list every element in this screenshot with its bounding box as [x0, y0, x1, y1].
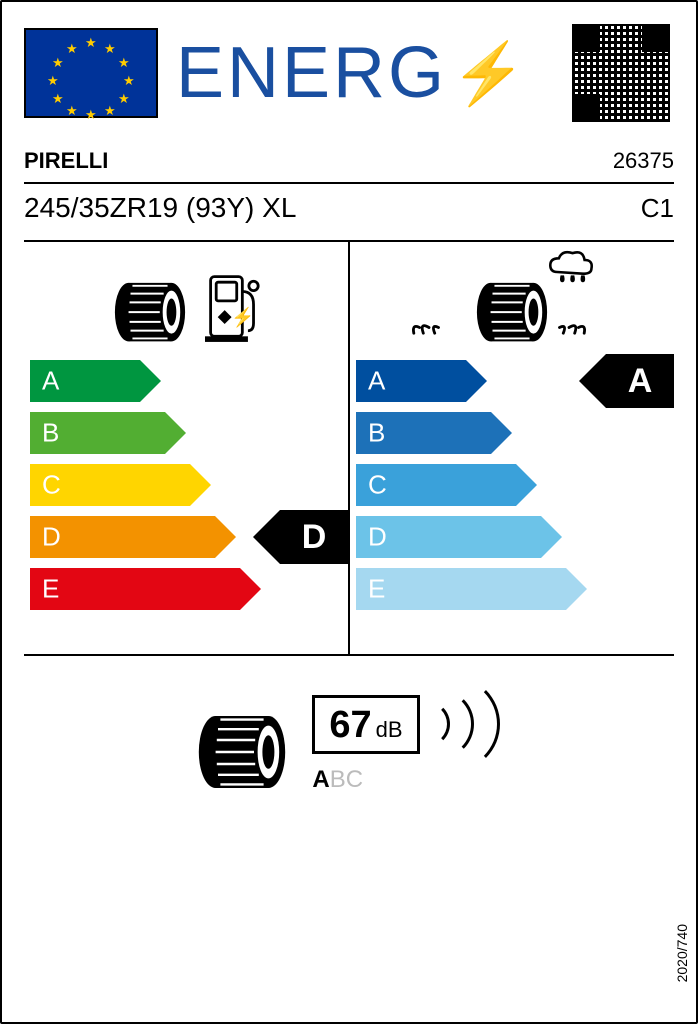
wet-icon-row	[356, 256, 668, 346]
fuel-bar: E	[30, 568, 342, 610]
fuel-pump-icon: ◆ ⚡	[205, 271, 261, 346]
fuel-selected-indicator: D	[280, 510, 348, 564]
wet-bar-letter: D	[368, 522, 387, 553]
wet-bar: B	[356, 412, 668, 454]
lightning-icon: ⚡	[451, 38, 526, 109]
tire-icon	[111, 278, 189, 346]
fuel-bar: C	[30, 464, 342, 506]
splash-icon	[550, 318, 588, 337]
eu-flag: ★ ★ ★ ★ ★ ★ ★ ★ ★ ★ ★ ★	[24, 28, 158, 118]
qr-code-icon	[568, 20, 674, 126]
header: ★ ★ ★ ★ ★ ★ ★ ★ ★ ★ ★ ★ ENERG ⚡	[24, 20, 674, 126]
fuel-efficiency-column: ◆ ⚡ ABCDED	[24, 242, 350, 654]
fuel-bar: A	[30, 360, 342, 402]
energy-heading: ENERG ⚡	[176, 32, 550, 114]
noise-class: ABC	[312, 766, 363, 794]
brand-row: PIRELLI 26375	[24, 140, 674, 184]
fuel-rating-bars: ABCDED	[30, 360, 342, 610]
wet-bar-shape	[356, 568, 566, 610]
noise-class-selected: A	[312, 766, 329, 793]
wet-bar: E	[356, 568, 668, 610]
regulation-number: 2020/740	[674, 924, 690, 982]
fuel-bar-shape	[30, 568, 240, 610]
fuel-bar-letter: C	[42, 470, 61, 501]
wet-bar-letter: B	[368, 418, 385, 449]
wet-bar: C	[356, 464, 668, 506]
spec-row: 245/35ZR19 (93Y) XL C1	[24, 184, 674, 232]
fuel-bar-letter: D	[42, 522, 61, 553]
noise-value: 67	[329, 704, 371, 747]
tire-icon	[194, 710, 290, 794]
wet-grip-column: ABCDEA	[350, 242, 674, 654]
energy-word: ENERG	[176, 32, 447, 114]
wet-rating-bars: ABCDEA	[356, 360, 668, 610]
ratings-section: ◆ ⚡ ABCDED	[24, 240, 674, 656]
eu-stars: ★ ★ ★ ★ ★ ★ ★ ★ ★ ★ ★ ★	[26, 30, 156, 116]
fuel-bar-letter: A	[42, 366, 59, 397]
noise-unit: dB	[376, 717, 403, 743]
svg-text:⚡: ⚡	[231, 307, 254, 329]
tire-specification: 245/35ZR19 (93Y) XL	[24, 192, 296, 224]
noise-class-other: BC	[330, 766, 363, 793]
rain-cloud-icon	[540, 248, 600, 308]
fuel-bar-letter: B	[42, 418, 59, 449]
wet-bar: D	[356, 516, 668, 558]
wet-bar-letter: C	[368, 470, 387, 501]
brand-name: PIRELLI	[24, 148, 108, 174]
fuel-icon-row: ◆ ⚡	[30, 256, 342, 346]
svg-text:◆: ◆	[217, 307, 232, 326]
noise-info: 67 dB ABC	[312, 684, 503, 794]
product-code: 26375	[613, 148, 674, 174]
tire-class: C1	[641, 193, 674, 224]
splash-icon	[410, 318, 448, 337]
wet-bar-letter: A	[368, 366, 385, 397]
wet-bar-letter: E	[368, 574, 385, 605]
noise-section: 67 dB ABC	[24, 656, 674, 804]
wet-selected-indicator: A	[606, 354, 674, 408]
fuel-bar-letter: E	[42, 574, 59, 605]
fuel-bar: B	[30, 412, 342, 454]
sound-waves-icon	[404, 684, 504, 764]
